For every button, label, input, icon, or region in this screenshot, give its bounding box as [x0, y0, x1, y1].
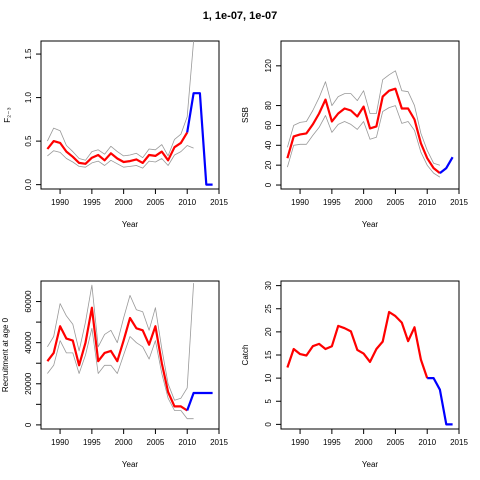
series-line-estimate — [46, 131, 189, 165]
y-tick-label: 0 — [264, 422, 273, 427]
plot-frame — [280, 40, 460, 190]
x-axis-label: Year — [362, 460, 379, 469]
y-axis-label: SSB — [241, 107, 250, 123]
y-tick-label: 15 — [264, 350, 273, 359]
x-tick-label: 1990 — [291, 438, 309, 447]
series-line-lower — [47, 145, 194, 169]
panel-catch: 1990 1995 2000 2005 2010 2015 0 5 10 15 20 25 30 Year… — [241, 280, 468, 469]
x-tick-label: 2000 — [115, 198, 133, 207]
x-axis-label: Year — [122, 460, 139, 469]
series-line-lower — [287, 105, 441, 178]
panel-f: 1990 1995 2000 2005 2010 2015 0.0 0.5 1.0 1.5 Year… — [3, 40, 228, 229]
x-tick-label: 2010 — [178, 438, 196, 447]
x-axis-label: Year — [362, 220, 379, 229]
y-tick-label: 60 — [264, 120, 273, 129]
series-line-projection — [439, 156, 454, 174]
series-line-lower — [47, 327, 194, 420]
x-tick-label: 2000 — [355, 198, 373, 207]
series-group — [46, 283, 213, 420]
y-tick-label: 0.0 — [24, 179, 33, 191]
y-tick-label: 30 — [264, 281, 273, 290]
series-group — [286, 70, 454, 178]
plot-frame — [40, 40, 220, 190]
y-axis-label: Catch — [241, 345, 250, 366]
series-line-estimate — [286, 310, 429, 379]
y-tick-label: 25 — [264, 304, 273, 313]
x-tick-label: 2000 — [115, 438, 133, 447]
x-tick-label: 2005 — [147, 198, 165, 207]
x-tick-label: 2015 — [210, 198, 228, 207]
x-tick-label: 1990 — [51, 198, 69, 207]
y-tick-label: 0 — [264, 182, 273, 187]
series-line-upper — [287, 70, 441, 166]
y-axis-label: Recruitment at age 0 — [1, 317, 10, 392]
x-tick-label: 2010 — [418, 438, 436, 447]
x-tick-label: 2005 — [387, 198, 405, 207]
y-tick-label: 0 — [24, 422, 33, 427]
x-tick-label: 2015 — [450, 438, 468, 447]
x-tick-label: 1995 — [323, 198, 341, 207]
x-axis-label: Year — [122, 220, 139, 229]
y-tick-label: 120 — [264, 59, 273, 73]
x-tick-label: 2010 — [418, 198, 436, 207]
y-tick-label: 1.5 — [24, 48, 33, 60]
x-tick-label: 2000 — [355, 438, 373, 447]
y-tick-label: 40000 — [24, 331, 33, 354]
y-tick-label: 60000 — [24, 290, 33, 313]
x-tick-label: 2015 — [450, 198, 468, 207]
x-tick-label: 2005 — [147, 438, 165, 447]
x-tick-label: 2005 — [387, 438, 405, 447]
plot-frame — [40, 280, 220, 430]
series-line-estimate — [46, 306, 188, 412]
series-line-projection — [186, 391, 213, 411]
y-tick-label: 5 — [264, 398, 273, 403]
y-tick-label: 40 — [264, 140, 273, 149]
x-tick-label: 1990 — [291, 198, 309, 207]
y-axis-label: F₂₋₃ — [3, 107, 12, 122]
y-tick-label: 0.5 — [24, 135, 33, 147]
y-tick-label: 20 — [264, 327, 273, 336]
x-tick-label: 1990 — [51, 438, 69, 447]
series-group — [286, 310, 453, 426]
y-tick-label: 10 — [264, 373, 273, 382]
series-line-projection — [186, 92, 213, 186]
series-line-projection — [427, 377, 453, 426]
y-tick-label: 80 — [264, 101, 273, 110]
x-tick-label: 2015 — [210, 438, 228, 447]
x-tick-label: 1995 — [83, 438, 101, 447]
y-tick-label: 20000 — [24, 372, 33, 395]
x-tick-label: 1995 — [83, 198, 101, 207]
series-line-estimate — [286, 87, 441, 174]
series-line-upper — [47, 41, 194, 161]
panel-recruitment: 1990 1995 2000 2005 2010 2015 0 20000 40000 60000… — [1, 280, 228, 469]
figure-title: 1, 1e-07, 1e-07 — [202, 10, 278, 22]
x-tick-label: 2010 — [178, 198, 196, 207]
series-group — [46, 41, 213, 186]
series-line-upper — [47, 283, 194, 401]
panel-ssb: 1990 1995 2000 2005 2010 2015 0 20 40 60 80 120 Year… — [241, 40, 468, 229]
y-tick-label: 1.0 — [24, 91, 33, 103]
y-tick-label: 20 — [264, 160, 273, 169]
x-tick-label: 1995 — [323, 438, 341, 447]
